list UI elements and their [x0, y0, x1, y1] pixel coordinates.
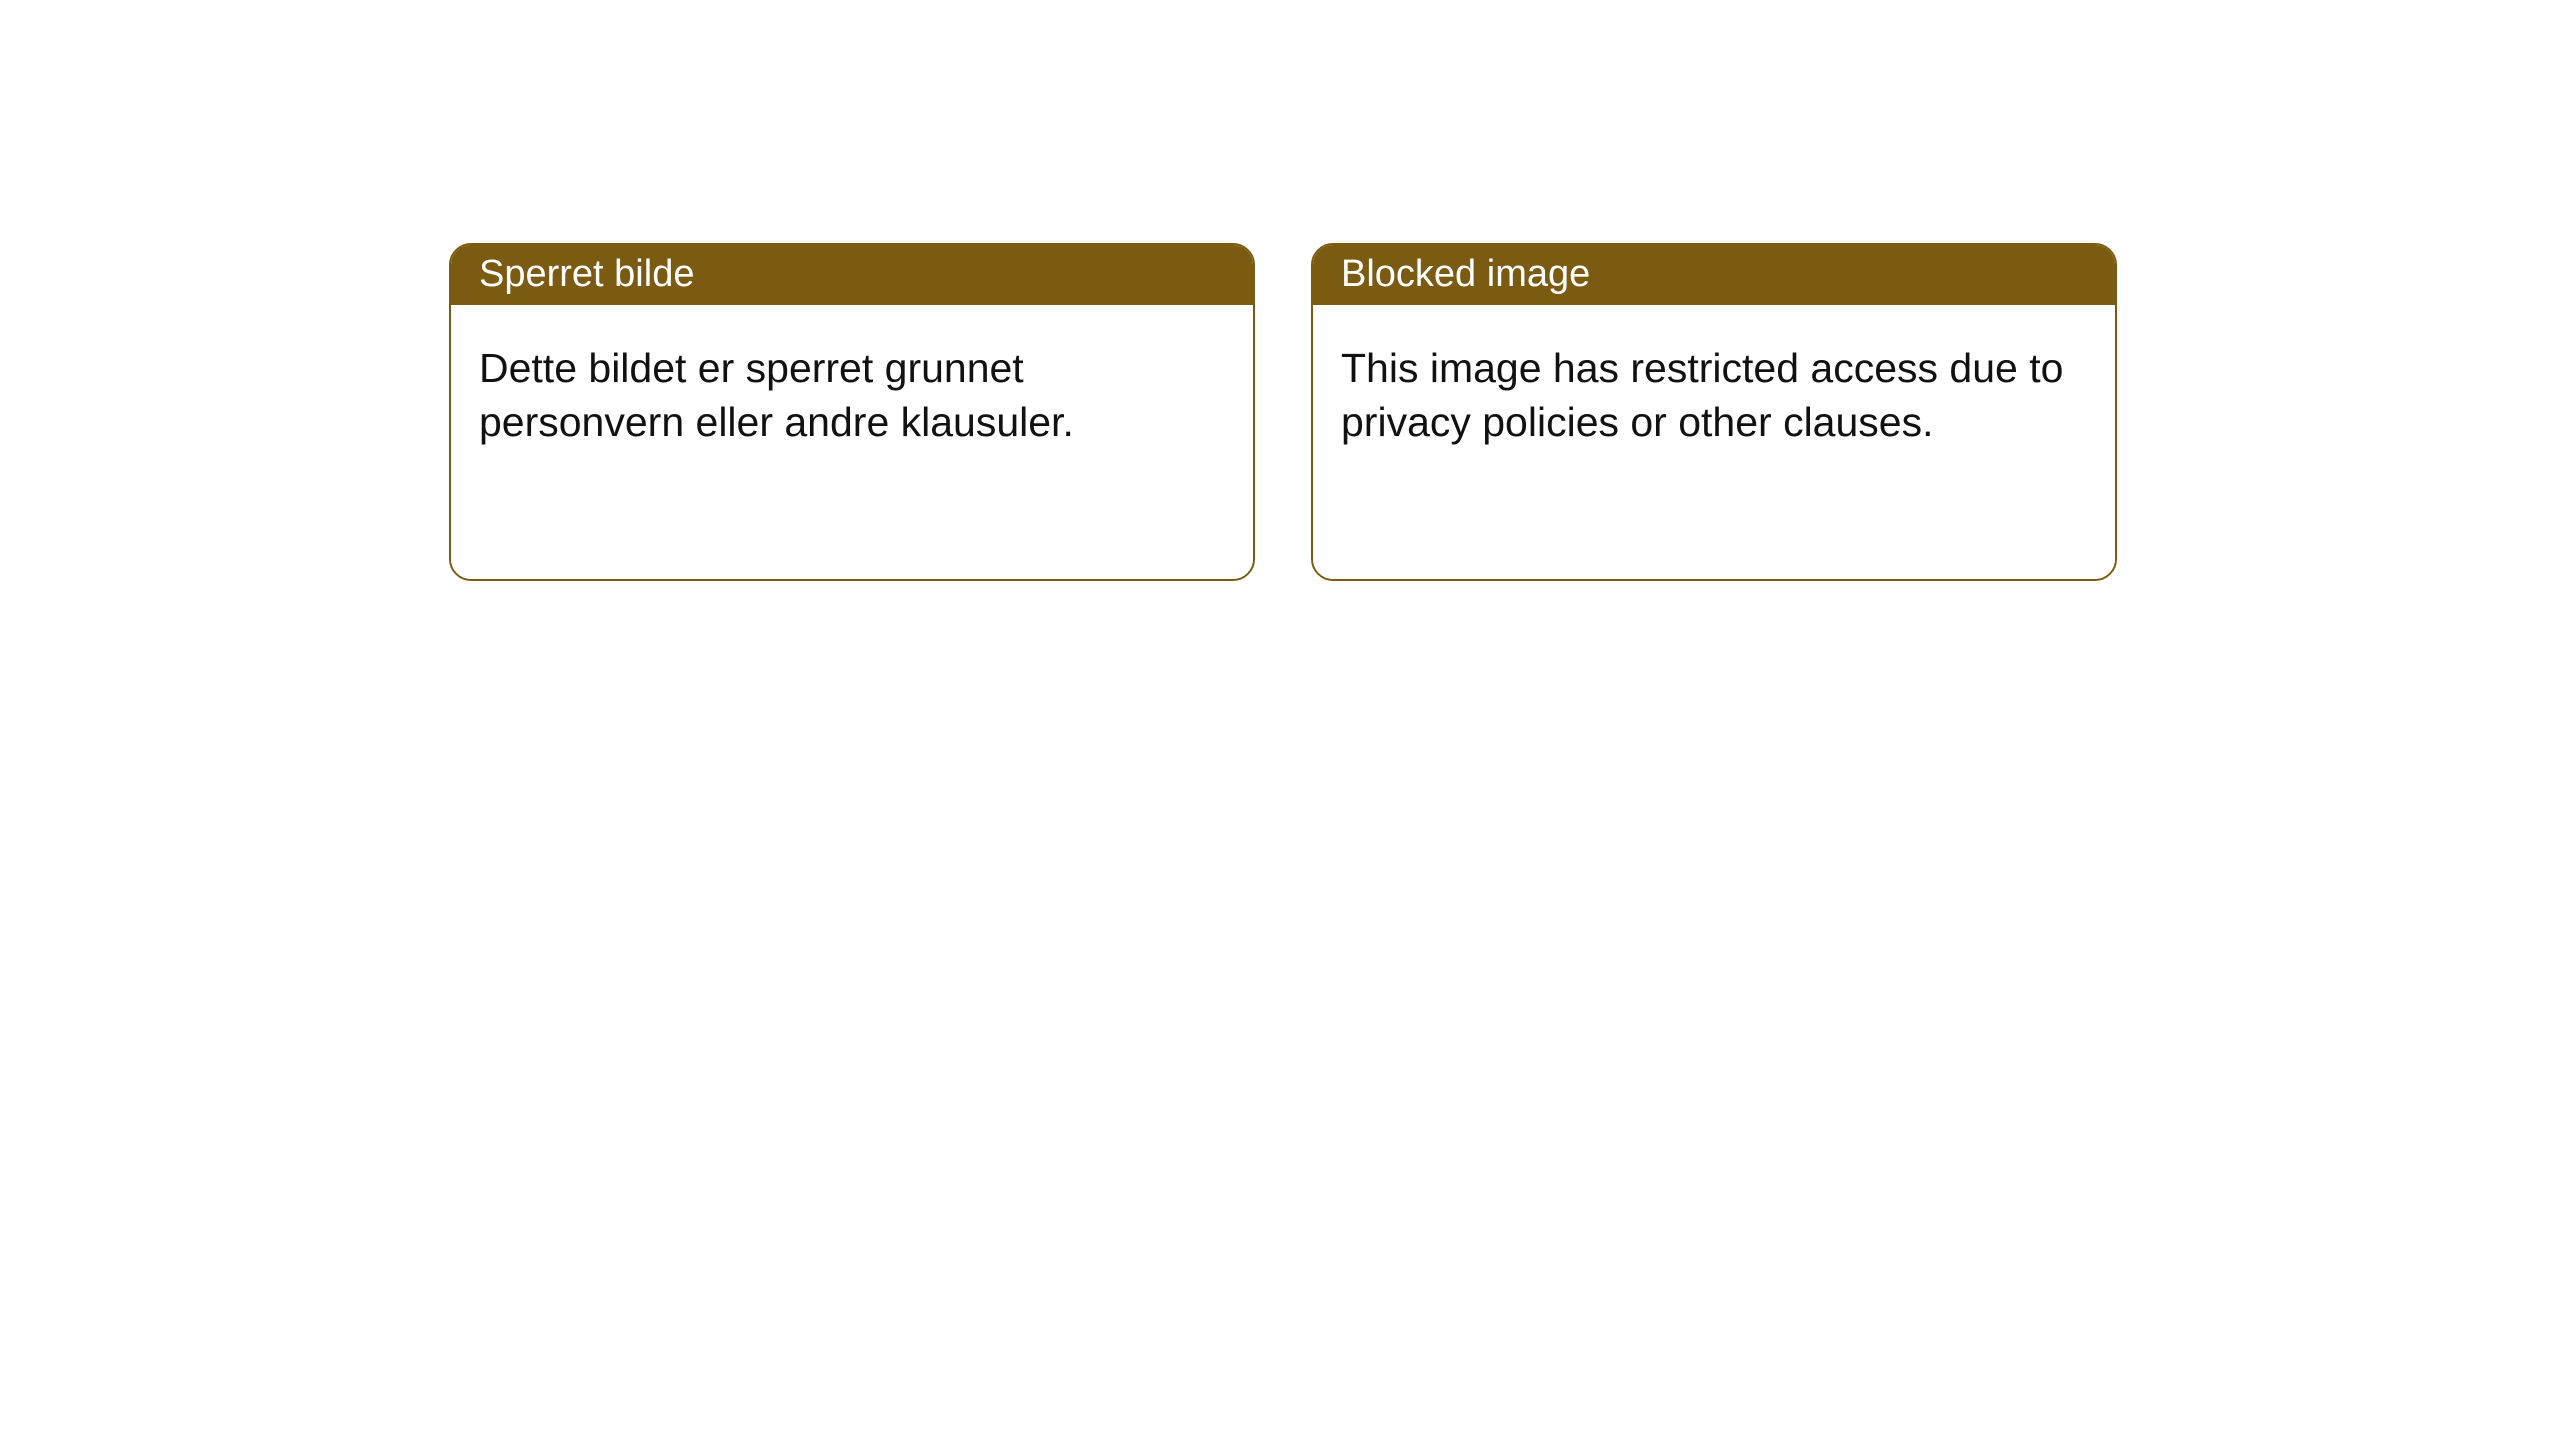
notice-title-en: Blocked image: [1341, 253, 1590, 296]
notice-box-en: Blocked image This image has restricted …: [1311, 243, 2117, 581]
notice-header-en: Blocked image: [1313, 245, 2115, 305]
notice-body-no: Dette bildet er sperret grunnet personve…: [451, 305, 1253, 579]
notice-text-no: Dette bildet er sperret grunnet personve…: [479, 341, 1225, 449]
notice-header-no: Sperret bilde: [451, 245, 1253, 305]
page-canvas: Sperret bilde Dette bildet er sperret gr…: [0, 0, 2560, 1440]
notice-body-en: This image has restricted access due to …: [1313, 305, 2115, 579]
notice-row: Sperret bilde Dette bildet er sperret gr…: [449, 243, 2117, 581]
notice-title-no: Sperret bilde: [479, 253, 694, 296]
notice-text-en: This image has restricted access due to …: [1341, 341, 2087, 449]
notice-box-no: Sperret bilde Dette bildet er sperret gr…: [449, 243, 1255, 581]
